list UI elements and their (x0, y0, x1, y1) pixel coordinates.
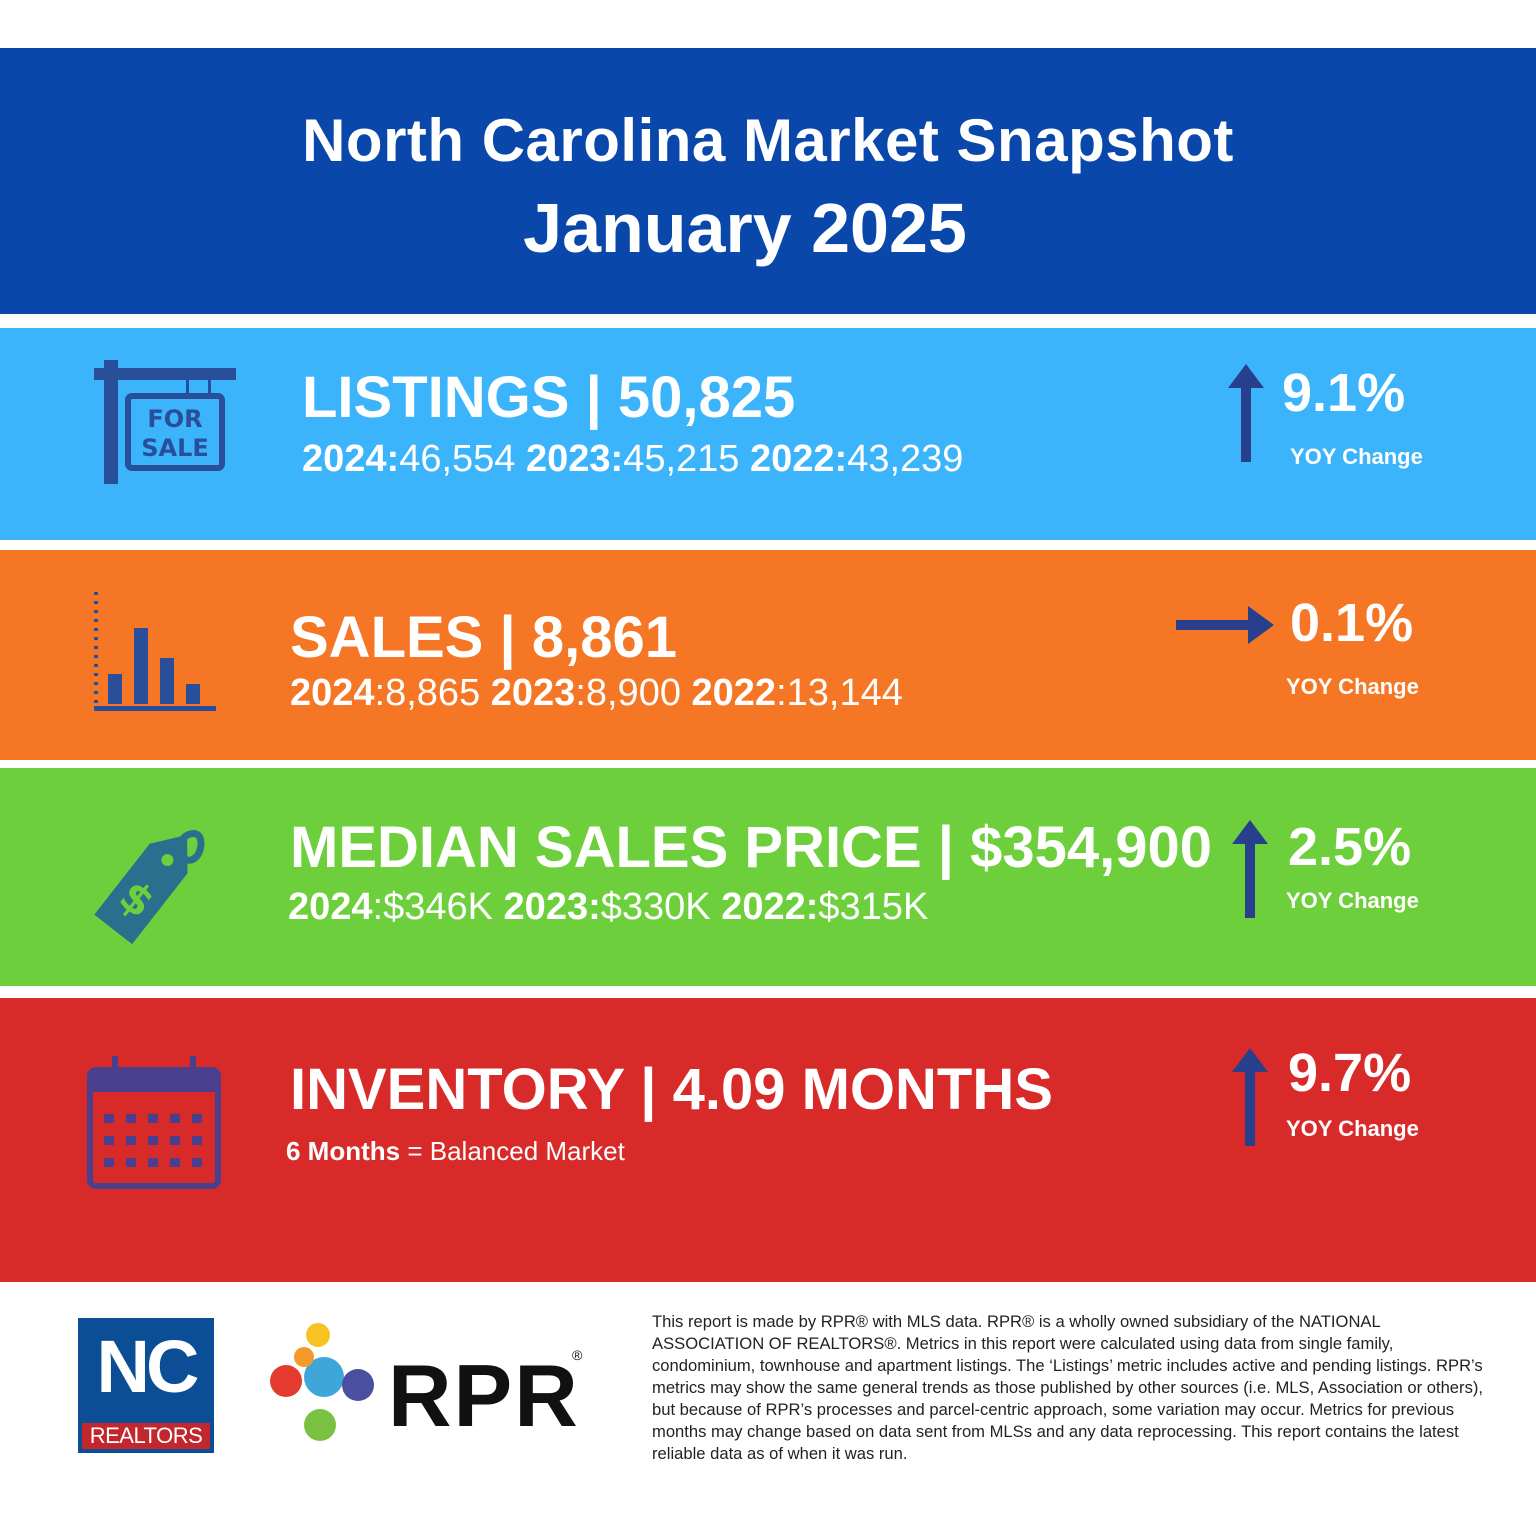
svg-text:SALE: SALE (141, 434, 209, 462)
disclaimer-text: This report is made by RPR® with MLS dat… (652, 1312, 1483, 1463)
bar-chart-icon (94, 592, 216, 711)
median-price-title: MEDIAN SALES PRICE | $354,900 (290, 815, 1212, 880)
report-period: January 2025 (523, 189, 967, 267)
median-price-yoy-value: 2.5% (1288, 817, 1412, 877)
svg-text:FOR: FOR (147, 405, 202, 433)
rpr-logo-text: RPR (388, 1346, 580, 1445)
listings-panel: FOR SALE LISTINGS | 50,825 2024:46,554 2… (0, 328, 1536, 540)
up-arrow-icon (1228, 364, 1264, 462)
price-tag-icon: $ (94, 830, 205, 945)
listings-title: LISTINGS | 50,825 (302, 365, 796, 430)
listings-yoy-label: YOY Change (1290, 444, 1423, 469)
nc-realtors-logo: NC REALTORS (78, 1318, 214, 1453)
median-price-panel: $ MEDIAN SALES PRICE | $354,900 2024:$34… (0, 768, 1536, 986)
page-title: North Carolina Market Snapshot (302, 107, 1234, 174)
inventory-yoy-label: YOY Change (1286, 1116, 1419, 1141)
up-arrow-icon (1232, 1048, 1268, 1146)
median-price-history: 2024:$346K 2023:$330K 2022:$315K (288, 886, 929, 928)
for-sale-sign-icon: FOR SALE (94, 360, 236, 484)
listings-history: 2024:46,554 2023:45,215 2022:43,239 (302, 438, 964, 480)
up-arrow-icon (1232, 820, 1268, 918)
inventory-yoy-value: 9.7% (1288, 1043, 1412, 1103)
sales-history: 2024:8,865 2023:8,900 2022:13,144 (290, 672, 903, 714)
header-banner: North Carolina Market Snapshot January 2… (0, 48, 1536, 314)
listings-yoy-value: 9.1% (1282, 363, 1406, 423)
calendar-icon (87, 1056, 221, 1189)
right-arrow-icon (1176, 606, 1274, 644)
inventory-note: 6 Months = Balanced Market (286, 1136, 625, 1166)
sales-yoy-label: YOY Change (1286, 674, 1419, 699)
sales-title: SALES | 8,861 (290, 605, 677, 670)
inventory-title: INVENTORY | 4.09 MONTHS (290, 1057, 1053, 1122)
rpr-logo-mark-icon (270, 1323, 374, 1441)
sales-yoy-value: 0.1% (1290, 593, 1414, 653)
median-price-yoy-label: YOY Change (1286, 888, 1419, 913)
footer: NC REALTORS RPR ® This report is made by… (0, 1285, 1536, 1518)
rpr-registered-mark: ® (572, 1347, 583, 1363)
sales-panel: SALES | 8,861 2024:8,865 2023:8,900 2022… (0, 550, 1536, 760)
inventory-panel: INVENTORY | 4.09 MONTHS 6 Months = Balan… (0, 998, 1536, 1282)
